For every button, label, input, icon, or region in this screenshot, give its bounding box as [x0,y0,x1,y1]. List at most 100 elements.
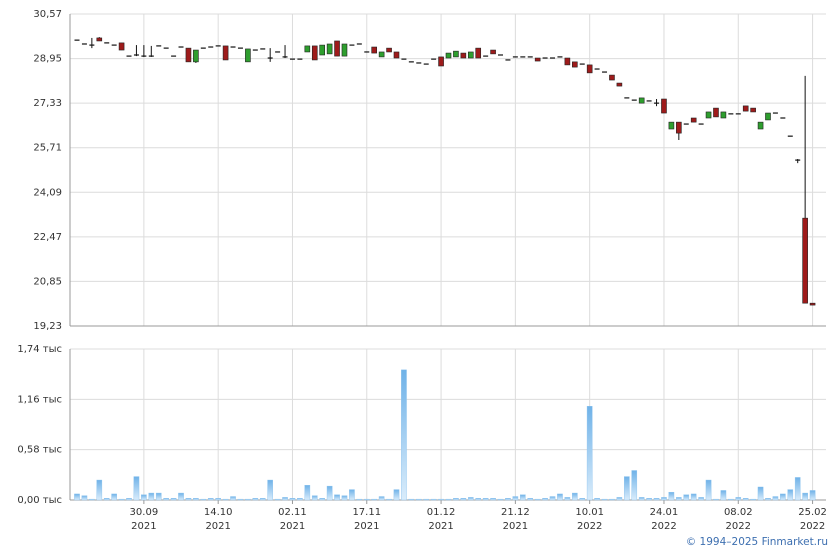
volume-bar [802,492,808,501]
volume-bar [430,498,437,501]
candle-body [341,43,348,57]
volume-bar [237,498,244,501]
volume-bar [475,498,482,501]
y-tick-label: 28,95 [33,54,62,65]
volume-bar [96,479,103,501]
marks [74,37,816,501]
volume-bar [705,479,712,501]
candle-body [750,107,756,113]
volume-bar [163,498,169,501]
candle-body [534,57,541,62]
volume-bar [765,498,771,501]
grid [69,13,826,504]
volume-bar [89,498,95,501]
volume-bar [609,498,615,501]
candle-body [475,47,482,59]
x-tick-label: 2021 [205,521,230,532]
volume-bar [549,496,556,501]
candle-body [96,37,103,42]
volume-bar [222,498,229,501]
volume-bar [631,470,638,501]
x-tick-label: 2022 [577,521,602,532]
y-tick-label: 1,74 тыс [17,344,62,355]
candle-body [393,51,400,59]
volume-bar [423,498,430,501]
volume-bar [185,498,192,501]
volume-bar [690,493,697,501]
volume-bar [274,498,281,501]
volume-bar [780,493,786,501]
volume-bar [349,489,355,501]
x-tick-label: 24.01 [650,507,679,518]
x-tick-label: 2021 [503,521,528,532]
volume-bar [512,496,519,501]
candle-body [467,51,474,59]
volume-bar [118,498,125,501]
volume-bar [170,498,177,501]
volume-bar [794,477,801,501]
volume-bar [809,490,816,501]
candle-body [118,42,125,51]
candle-body [809,302,816,306]
volume-bar [772,496,779,501]
volume-bar [542,498,548,501]
candle-body [334,40,340,57]
x-tick-label: 08.02 [724,507,753,518]
candle-body [185,47,192,63]
volume-bar [245,498,251,501]
volume-bar [720,490,727,501]
volume-bar [282,497,288,501]
volume-bar [594,498,600,501]
volume-bar [304,485,311,501]
candle-body [245,48,251,63]
copyright: © 1994–2025 Finmarket.ru [686,536,828,548]
x-tick-label: 2022 [800,521,825,532]
volume-bar [267,479,273,501]
volume-bar [497,498,504,501]
x-tick-label: 2021 [131,521,156,532]
candle-body [572,61,578,68]
candle-body [586,64,593,74]
volume-bar [638,497,645,501]
volume-bar [482,498,489,501]
x-tick-label: 2021 [428,521,453,532]
candle-body [490,49,496,55]
volume-bar [141,494,147,501]
x-tick-label: 14.10 [204,507,233,518]
candle-body [378,51,385,58]
volume-bar [133,476,140,501]
volume-bar [467,497,474,501]
volume-bar [74,493,80,501]
candle-body [757,121,764,130]
candle-body [705,111,712,119]
volume-bar [676,497,682,501]
y-tick-label: 25,71 [33,143,62,154]
volume-bar [311,495,318,501]
candle-body [713,107,719,118]
volume-bar [326,485,333,501]
candle-body [445,52,452,59]
volume-bar [126,498,132,501]
candle-body [742,105,749,112]
labels: 30,57 28,95 27,33 25,71 24,09 22,47 20,85 19,23… [17,9,827,532]
candle-body [720,111,727,119]
volume-bar [178,492,184,501]
y-tick-label: 27,33 [33,98,62,109]
volume-bar [334,494,340,501]
volume-bar [438,498,444,501]
y-tick-label: 19,23 [33,321,62,332]
volume-bar [601,498,608,501]
candle-body [802,217,808,304]
volume-bar [401,369,407,501]
y-tick-label: 24,09 [33,187,62,198]
volume-bar [661,497,667,501]
volume-bar [653,498,660,501]
volume-bar [356,498,363,501]
volume-bar [624,476,630,501]
volume-bar [757,486,764,501]
x-tick-label: 25.02 [798,507,827,518]
volume-bar [453,498,459,501]
candle-body [616,82,623,87]
candle-body [690,117,697,123]
volume-bar [215,498,221,501]
